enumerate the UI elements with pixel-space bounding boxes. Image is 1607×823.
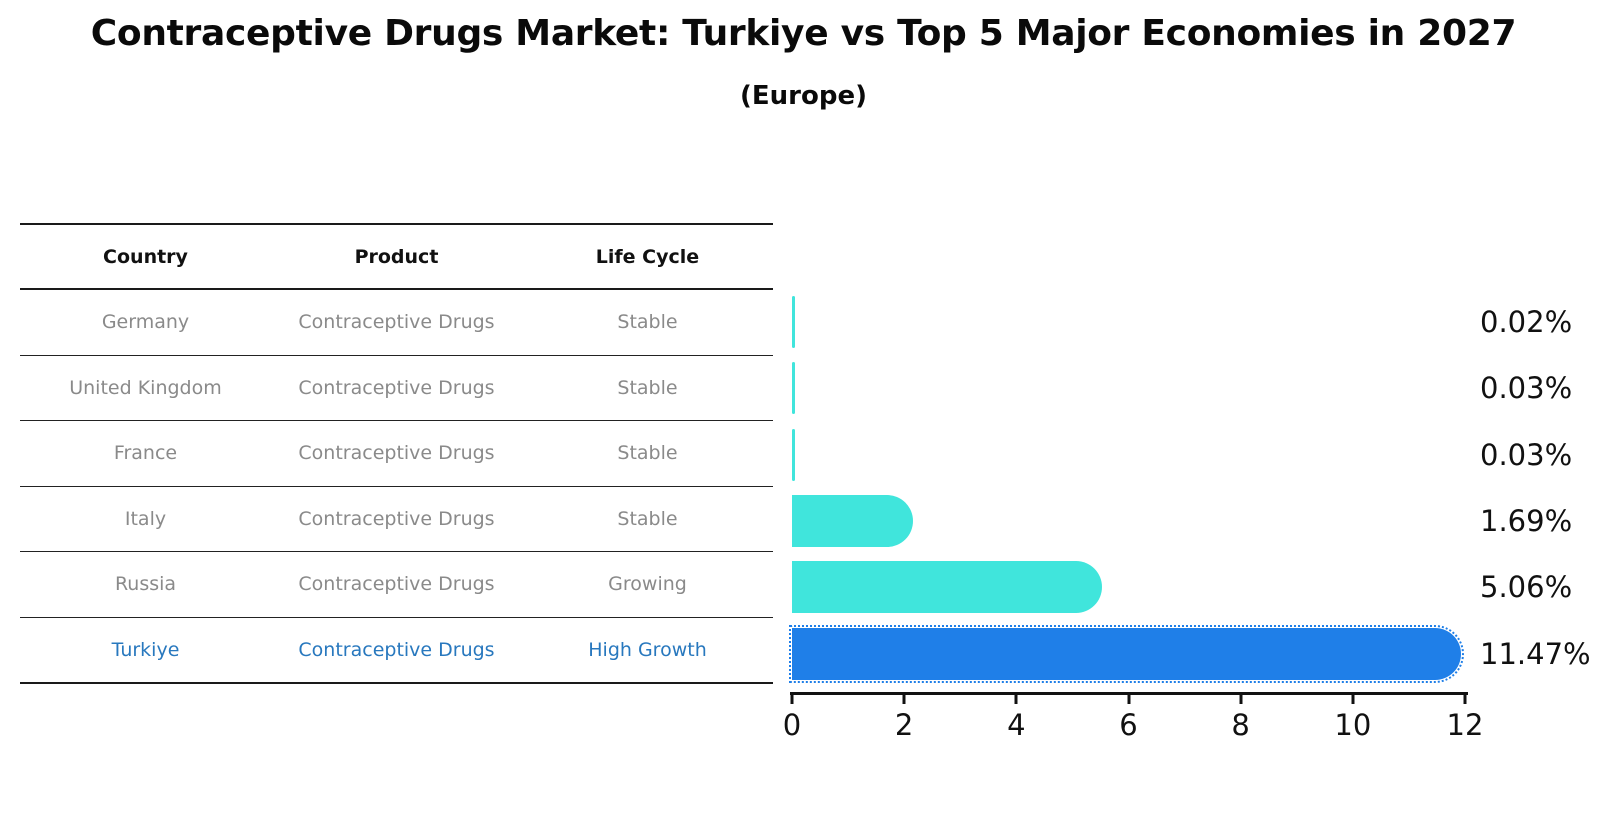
bar-value-label-united-kingdom: 0.03% bbox=[1480, 371, 1573, 406]
x-axis-line bbox=[790, 692, 1468, 695]
table-row-italy: Italy Contraceptive Drugs Stable bbox=[20, 487, 773, 552]
table-row-turkiye: Turkiye Contraceptive Drugs High Growth bbox=[20, 618, 773, 684]
bar-row-united-kingdom bbox=[792, 355, 1465, 421]
table-row-france: France Contraceptive Drugs Stable bbox=[20, 421, 773, 487]
chart-title: Contraceptive Drugs Market: Turkiye vs T… bbox=[90, 13, 1517, 54]
country-table: Country Product Life Cycle Germany Contr… bbox=[20, 223, 773, 684]
chart-subtitle: (Europe) bbox=[740, 81, 867, 111]
bar-value-label-italy: 1.69% bbox=[1480, 504, 1573, 539]
x-tick-mark bbox=[1239, 695, 1243, 704]
product-cell: Contraceptive Drugs bbox=[298, 442, 495, 465]
product-cell: Contraceptive Drugs bbox=[298, 573, 495, 596]
bar-united-kingdom bbox=[792, 362, 795, 415]
bar-turkiye bbox=[788, 624, 1465, 684]
country-cell: Turkiye bbox=[111, 638, 180, 661]
country-cell: Germany bbox=[101, 311, 190, 334]
x-tick-label: 10 bbox=[1334, 708, 1372, 742]
x-tick-mark bbox=[1014, 695, 1018, 704]
life-cycle-cell: Growing bbox=[608, 573, 687, 596]
bar-row-russia bbox=[792, 554, 1465, 620]
x-tick-label: 0 bbox=[782, 708, 802, 742]
x-tick-mark bbox=[1463, 695, 1467, 704]
bar-germany bbox=[792, 296, 795, 349]
x-tick-label: 12 bbox=[1446, 708, 1484, 742]
bar-row-france bbox=[792, 422, 1465, 488]
product-cell: Contraceptive Drugs bbox=[298, 376, 495, 399]
bar-row-turkiye bbox=[788, 621, 1465, 687]
bar-value-label-france: 0.03% bbox=[1480, 437, 1573, 472]
value-labels: 0.02% 0.03% 0.03% 1.69% 5.06% 11.47% bbox=[1480, 289, 1605, 687]
country-cell: Italy bbox=[124, 507, 167, 530]
x-tick-label: 6 bbox=[1119, 708, 1138, 742]
x-tick-label: 2 bbox=[894, 708, 914, 742]
x-tick-label: 4 bbox=[1007, 708, 1026, 742]
bar-value-label-turkiye: 11.47% bbox=[1480, 636, 1591, 671]
bar-plot bbox=[788, 289, 1465, 687]
table-row-united-kingdom: United Kingdom Contraceptive Drugs Stabl… bbox=[20, 356, 773, 421]
x-tick-mark bbox=[1127, 695, 1130, 704]
bar-value-label-germany: 0.02% bbox=[1480, 305, 1573, 340]
x-tick-mark bbox=[790, 695, 794, 704]
column-header-country: Country bbox=[103, 245, 188, 268]
column-header-life-cycle: Life Cycle bbox=[595, 245, 700, 268]
bar-value-label-russia: 5.06% bbox=[1480, 570, 1573, 605]
life-cycle-cell: Stable bbox=[617, 376, 678, 399]
life-cycle-cell: Stable bbox=[617, 311, 678, 334]
bar-row-germany bbox=[792, 289, 1465, 355]
x-tick-mark bbox=[1351, 695, 1355, 704]
country-cell: Russia bbox=[114, 573, 177, 596]
table-row-germany: Germany Contraceptive Drugs Stable bbox=[20, 290, 773, 356]
table-header-row: Country Product Life Cycle bbox=[20, 225, 773, 290]
x-tick-label: 8 bbox=[1231, 708, 1250, 742]
table-row-russia: Russia Contraceptive Drugs Growing bbox=[20, 552, 773, 618]
x-tick-mark bbox=[902, 695, 906, 704]
country-cell: United Kingdom bbox=[69, 376, 222, 399]
product-cell: Contraceptive Drugs bbox=[298, 638, 495, 661]
life-cycle-cell: Stable bbox=[617, 442, 678, 465]
product-cell: Contraceptive Drugs bbox=[298, 311, 495, 334]
bar-italy bbox=[792, 495, 913, 548]
life-cycle-cell: High Growth bbox=[588, 638, 707, 661]
bar-russia bbox=[792, 561, 1102, 614]
x-axis: 0 2 4 6 8 10 12 bbox=[783, 692, 1483, 752]
country-cell: France bbox=[113, 442, 178, 465]
bar-france bbox=[792, 428, 795, 481]
life-cycle-cell: Stable bbox=[617, 507, 678, 530]
column-header-product: Product bbox=[354, 245, 439, 268]
product-cell: Contraceptive Drugs bbox=[298, 507, 495, 530]
bar-row-italy bbox=[792, 488, 1465, 554]
